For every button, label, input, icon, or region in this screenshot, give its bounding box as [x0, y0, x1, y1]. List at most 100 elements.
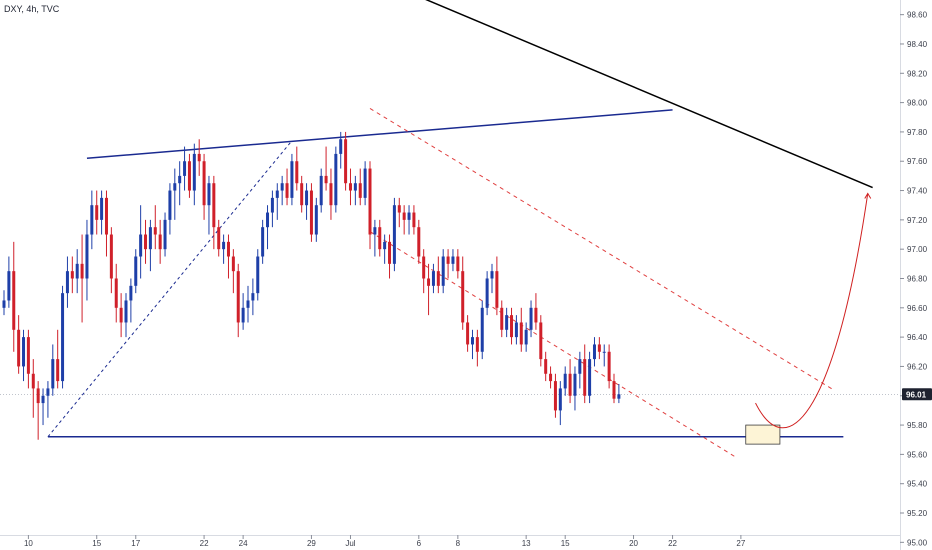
candle-body	[129, 285, 133, 301]
candle-body	[51, 359, 55, 389]
candle-body	[480, 307, 484, 352]
long-term-downtrend-line	[425, 0, 873, 189]
candle-body	[236, 271, 240, 323]
resistance-trendline	[86, 109, 673, 160]
candle-body	[202, 161, 206, 206]
candle-body	[109, 234, 113, 279]
candle-body	[168, 190, 172, 220]
price-tag-background	[902, 388, 932, 401]
price-tick-label: 97.80	[907, 128, 928, 137]
candle-body	[124, 300, 128, 323]
price-tick-label: 98.60	[907, 11, 928, 20]
candle-body	[36, 388, 40, 404]
candle-body	[539, 322, 543, 360]
candle-body	[314, 205, 318, 235]
candle-body	[534, 307, 538, 323]
candle-body	[56, 359, 60, 382]
candle-body	[597, 344, 601, 352]
candle-body	[46, 388, 50, 396]
candle-body	[70, 271, 74, 279]
candle-body	[246, 300, 250, 308]
candle-body	[144, 234, 148, 250]
candle-body	[329, 183, 333, 206]
candle-body	[392, 205, 396, 264]
price-tick-label: 96.40	[907, 333, 928, 342]
price-tick-label: 96.80	[907, 274, 928, 283]
candle-body	[173, 183, 177, 191]
candle-body	[192, 153, 196, 191]
candle-body	[197, 153, 201, 162]
candle-body	[26, 337, 30, 374]
candle-body	[41, 395, 45, 404]
time-tick-label: 17	[131, 539, 140, 548]
time-tick-label: 6	[417, 539, 422, 548]
candle-body	[368, 168, 372, 235]
candle-body	[270, 197, 274, 213]
candle-body	[602, 351, 606, 353]
projection-layer	[745, 192, 872, 445]
drawings-layer	[47, 0, 873, 458]
candle-body	[436, 271, 440, 286]
price-tick-label: 98.40	[907, 40, 928, 49]
candle-body	[75, 263, 79, 279]
candle-body	[207, 183, 211, 206]
time-tick-label: 22	[668, 539, 677, 548]
candle-body	[588, 359, 592, 396]
price-axis[interactable]: 98.60 98.40 98.20 98.00 97.80 97.60 97.40 97.20…	[900, 0, 932, 550]
price-tick-label: 95.80	[907, 421, 928, 430]
candle-body	[353, 183, 357, 191]
candle-body	[285, 183, 289, 198]
candle-body	[22, 337, 26, 367]
candle-body	[139, 234, 143, 257]
candle-body	[573, 373, 577, 396]
candle-body	[388, 241, 392, 264]
candle-body	[568, 373, 572, 396]
candle-body	[226, 241, 230, 257]
candle-body	[90, 205, 94, 235]
candle-body	[231, 256, 235, 272]
time-tick-label: 10	[24, 539, 33, 548]
candle-body	[514, 322, 518, 338]
time-tick-label: 13	[522, 539, 531, 548]
candle-body	[500, 307, 504, 330]
candle-body	[153, 227, 157, 235]
candle-body	[549, 373, 553, 382]
candle-body	[431, 271, 435, 286]
candle-body	[495, 271, 499, 308]
price-tick-label: 98.00	[907, 99, 928, 108]
price-tick-label: 97.00	[907, 245, 928, 254]
price-tick-label: 97.40	[907, 187, 928, 196]
candle-body	[446, 256, 450, 264]
candle-body	[529, 307, 533, 330]
candle-body	[305, 190, 309, 206]
candle-body	[2, 300, 6, 308]
candle-body	[470, 337, 474, 345]
candle-body	[256, 256, 260, 294]
candle-body	[183, 161, 187, 176]
candle-body	[461, 271, 465, 323]
candle-body	[612, 381, 616, 399]
candle-body	[65, 271, 69, 294]
candle-body	[95, 205, 99, 220]
price-tick-label: 96.20	[907, 362, 928, 371]
candle-body	[456, 256, 460, 272]
candle-body	[261, 227, 265, 257]
candle-body	[251, 293, 255, 301]
candle-body	[290, 161, 294, 198]
time-axis[interactable]: 10 15 17 22 24 29 Jul 6 8 13 15 20 22 27	[0, 535, 900, 548]
price-tick-label: 95.60	[907, 450, 928, 459]
time-tick-label: 29	[307, 539, 316, 548]
candle-body	[61, 293, 65, 382]
candle-body	[397, 205, 401, 213]
candle-body	[422, 256, 426, 279]
candle-body	[524, 329, 528, 345]
candle-body	[17, 329, 21, 367]
candle-body	[158, 234, 162, 250]
candle-body	[558, 388, 562, 411]
candle-body	[358, 183, 362, 198]
candle-body	[617, 394, 621, 399]
candle-body	[280, 183, 284, 191]
price-tick-label: 96.60	[907, 304, 928, 313]
candle-body	[505, 315, 509, 330]
